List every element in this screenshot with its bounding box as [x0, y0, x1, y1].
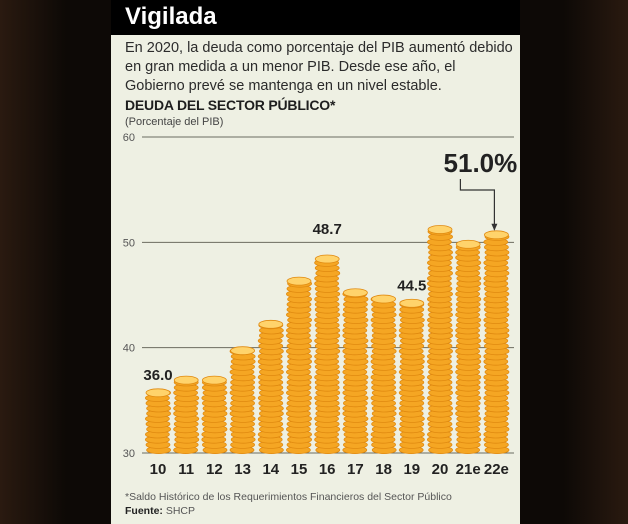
coin-stack-bar [370, 294, 397, 454]
x-tick-label: 19 [403, 461, 420, 478]
coin-top [230, 346, 256, 356]
x-tick-label: 21e [456, 461, 481, 478]
x-tick-label: 17 [347, 461, 364, 478]
x-tick-label: 14 [262, 461, 279, 478]
annotation-arrow-head [491, 223, 498, 231]
coin-stack-bar [342, 288, 369, 454]
intro-text: En 2020, la deuda como porcentaje del PI… [125, 40, 513, 94]
x-tick-label: 10 [150, 461, 167, 478]
y-tick-label: 30 [123, 448, 135, 460]
x-tick-label: 18 [375, 461, 392, 478]
coin-top [201, 375, 227, 385]
y-tick-label: 60 [123, 132, 135, 144]
coin-stack-bar [483, 230, 510, 454]
footnote: *Saldo Histórico de los Requerimientos F… [125, 491, 452, 503]
y-tick-label: 50 [123, 237, 135, 249]
data-label: 36.0 [143, 367, 172, 384]
coin-top [145, 388, 171, 398]
coin-stack-bar [455, 239, 482, 454]
coin-top [455, 239, 481, 249]
y-tick-label: 40 [123, 343, 135, 355]
source: Fuente: SHCP [125, 505, 195, 517]
coin-top [371, 294, 397, 304]
x-tick-label: 15 [291, 461, 308, 478]
coin-stack-bar [144, 388, 172, 454]
coin-stack-bar [285, 276, 313, 454]
x-tick-label: 16 [319, 461, 336, 478]
source-value: SHCP [165, 505, 196, 517]
coin-stack-bar [201, 375, 228, 454]
coin-stack-bar [426, 225, 454, 454]
coin-top [258, 319, 284, 329]
background-left [0, 0, 110, 524]
coin-top [286, 276, 312, 286]
data-label: 48.7 [313, 221, 342, 238]
data-label: 44.5 [397, 277, 426, 294]
chart-unit: (Porcentaje del PIB) [125, 116, 224, 128]
x-tick-label: 13 [234, 461, 251, 478]
coin-stack-bar [173, 375, 200, 454]
header: Vigilada [111, 0, 520, 35]
coin-top [173, 375, 199, 385]
x-tick-label: 20 [432, 461, 449, 478]
chart-title: DEUDA DEL SECTOR PÚBLICO* [125, 97, 336, 113]
coin-top [342, 288, 368, 298]
coin-stack-bar [257, 319, 284, 454]
coin-stack-bar [314, 254, 341, 454]
infographic-panel: Vigilada En 2020, la deuda como porcenta… [111, 0, 520, 524]
coin-top [314, 254, 340, 264]
coin-top [427, 225, 453, 234]
infographic-title: Vigilada [125, 3, 217, 30]
coin-stack-bar [229, 346, 256, 454]
source-label: Fuente: [125, 505, 163, 517]
data-label-highlight: 51.0% [444, 148, 518, 178]
annotation-arrow-line [459, 179, 495, 230]
x-tick-label: 11 [178, 461, 194, 478]
coin-top [399, 298, 425, 308]
background-right [520, 0, 628, 524]
coin-stack-bar [398, 298, 425, 454]
x-tick-label: 22e [484, 461, 509, 478]
coin-top [483, 230, 509, 240]
x-tick-label: 12 [206, 461, 223, 478]
